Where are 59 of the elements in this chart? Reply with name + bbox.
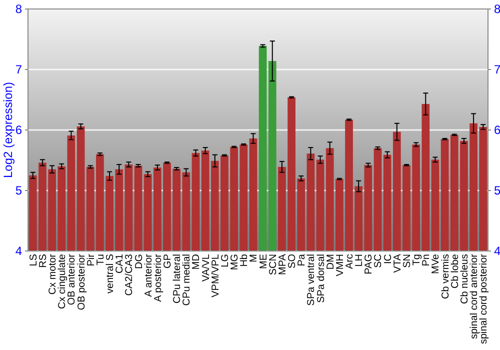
x-tick-label: Cb vermis: [440, 254, 452, 300]
y-tick-label: 7: [15, 62, 22, 76]
x-tick-label: SN: [402, 254, 413, 268]
x-tick-label: ventral S: [105, 254, 116, 294]
x-tick-label: Cx cingulate: [57, 254, 68, 310]
x-tick-label: Cb nucleus: [459, 254, 470, 304]
x-tick-label: MD: [191, 254, 202, 270]
x-tick-label: CPu medial: [182, 254, 193, 306]
x-tick-label: VA/VL: [200, 254, 212, 282]
x-tick-label: VPM/VPL: [210, 254, 222, 298]
x-tick-label: DG: [134, 254, 145, 269]
x-tick-label: MG: [230, 254, 241, 270]
x-tick-label: LS: [28, 254, 40, 266]
y2-tick-label: 6: [494, 122, 500, 137]
x-tick-label: ME: [258, 254, 270, 269]
x-tick-label: M: [248, 254, 260, 262]
x-tick-label: DM: [325, 254, 336, 270]
x-tick-label: MVe: [430, 254, 442, 274]
x-tick-label: IC: [382, 254, 394, 264]
x-tick-label: VTA: [392, 254, 404, 273]
x-tick-label: VMH: [334, 254, 346, 276]
y2-tick-label: 7: [494, 62, 500, 76]
x-tick-label: OB anterior: [66, 253, 78, 306]
y-tick-label: 8: [15, 2, 22, 16]
x-tick-label: GP: [162, 254, 174, 268]
x-tick-label: SC: [373, 254, 384, 268]
x-tick-label: CPu lateral: [172, 254, 184, 304]
x-tick-label: PAG: [364, 254, 375, 274]
y-tick-label: 6: [15, 122, 22, 137]
x-tick-label: CA1: [114, 254, 126, 274]
x-tick-label: A posterior: [152, 253, 164, 302]
x-tick-label: SPa ventral: [306, 254, 318, 306]
x-tick-label: Arc: [344, 254, 356, 269]
x-tick-label: Pa: [296, 254, 308, 266]
x-tick-label: LH: [354, 254, 366, 267]
y2-tick-label: 5: [494, 183, 500, 198]
x-tick-label: Pir: [86, 253, 97, 266]
x-tick-label: Hb: [239, 254, 250, 267]
x-tick-label: SO: [287, 254, 298, 268]
x-tick-label: A anterior: [143, 253, 154, 297]
x-tick-label: Cx motor: [48, 253, 59, 295]
x-tick-label: Pn: [421, 254, 432, 266]
x-tick-label: Cb lobe: [450, 254, 461, 288]
x-tick-label: OB posterior: [76, 253, 88, 310]
x-tick-label: CA2/CA3: [124, 254, 136, 296]
x-tick-label: spinal cord posterior: [478, 253, 490, 344]
y-tick-label: 5: [15, 183, 22, 198]
y2-tick-label: 4: [494, 244, 500, 258]
x-tick-label: SPa dorsal: [316, 254, 327, 303]
y2-tick-label: 8: [494, 2, 500, 16]
y-axis-title: Log2 (expression): [1, 82, 15, 178]
x-tick-label: SCN: [268, 254, 279, 276]
x-tick-label: Tu: [95, 254, 106, 266]
y-tick-label: 4: [15, 244, 22, 258]
x-tick-label: RS: [38, 254, 49, 268]
x-tick-label: LG: [220, 254, 231, 268]
x-tick-label: MPA: [277, 254, 288, 275]
x-tick-label: spinal cord anterior: [469, 253, 480, 340]
x-tick-label: Tg: [412, 254, 423, 266]
